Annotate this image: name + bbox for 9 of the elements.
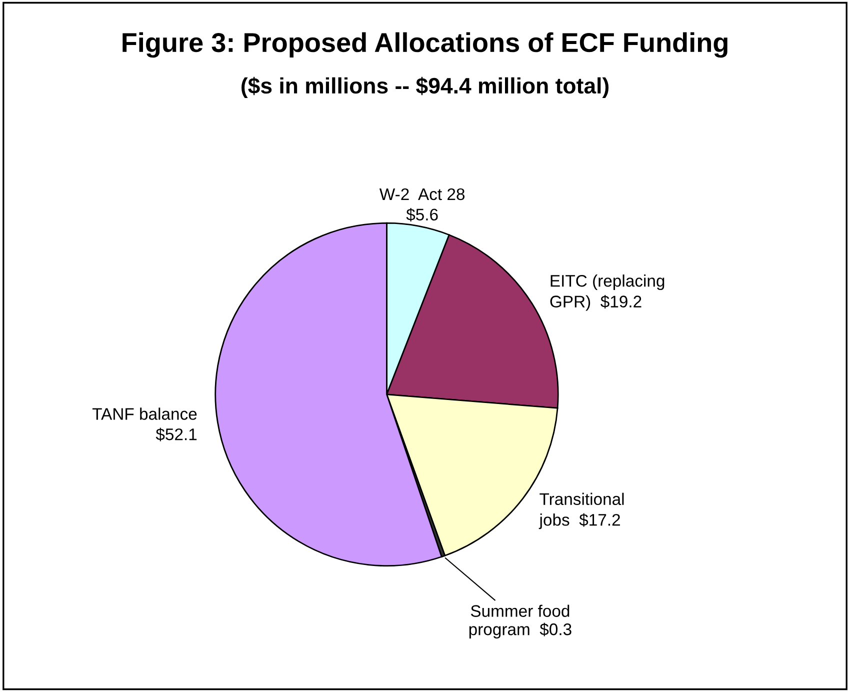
chart-subtitle: ($s in millions -- $94.4 million total) (242, 76, 609, 98)
slice-label: TANF balance (92, 408, 197, 420)
data-label: $5.6 (406, 208, 438, 222)
data-label: $52.1 (156, 428, 197, 442)
slice-label: W-2 Act 28 (379, 188, 465, 200)
slice-label: EITC (replacing GPR) $19.2 (550, 274, 664, 311)
slice-label: Transitional jobs $17.2 (538, 492, 624, 530)
chart-title: Figure 3: Proposed Allocations of ECF Funding (122, 32, 728, 58)
slice-label: Summer food program $0.3 (469, 604, 572, 639)
